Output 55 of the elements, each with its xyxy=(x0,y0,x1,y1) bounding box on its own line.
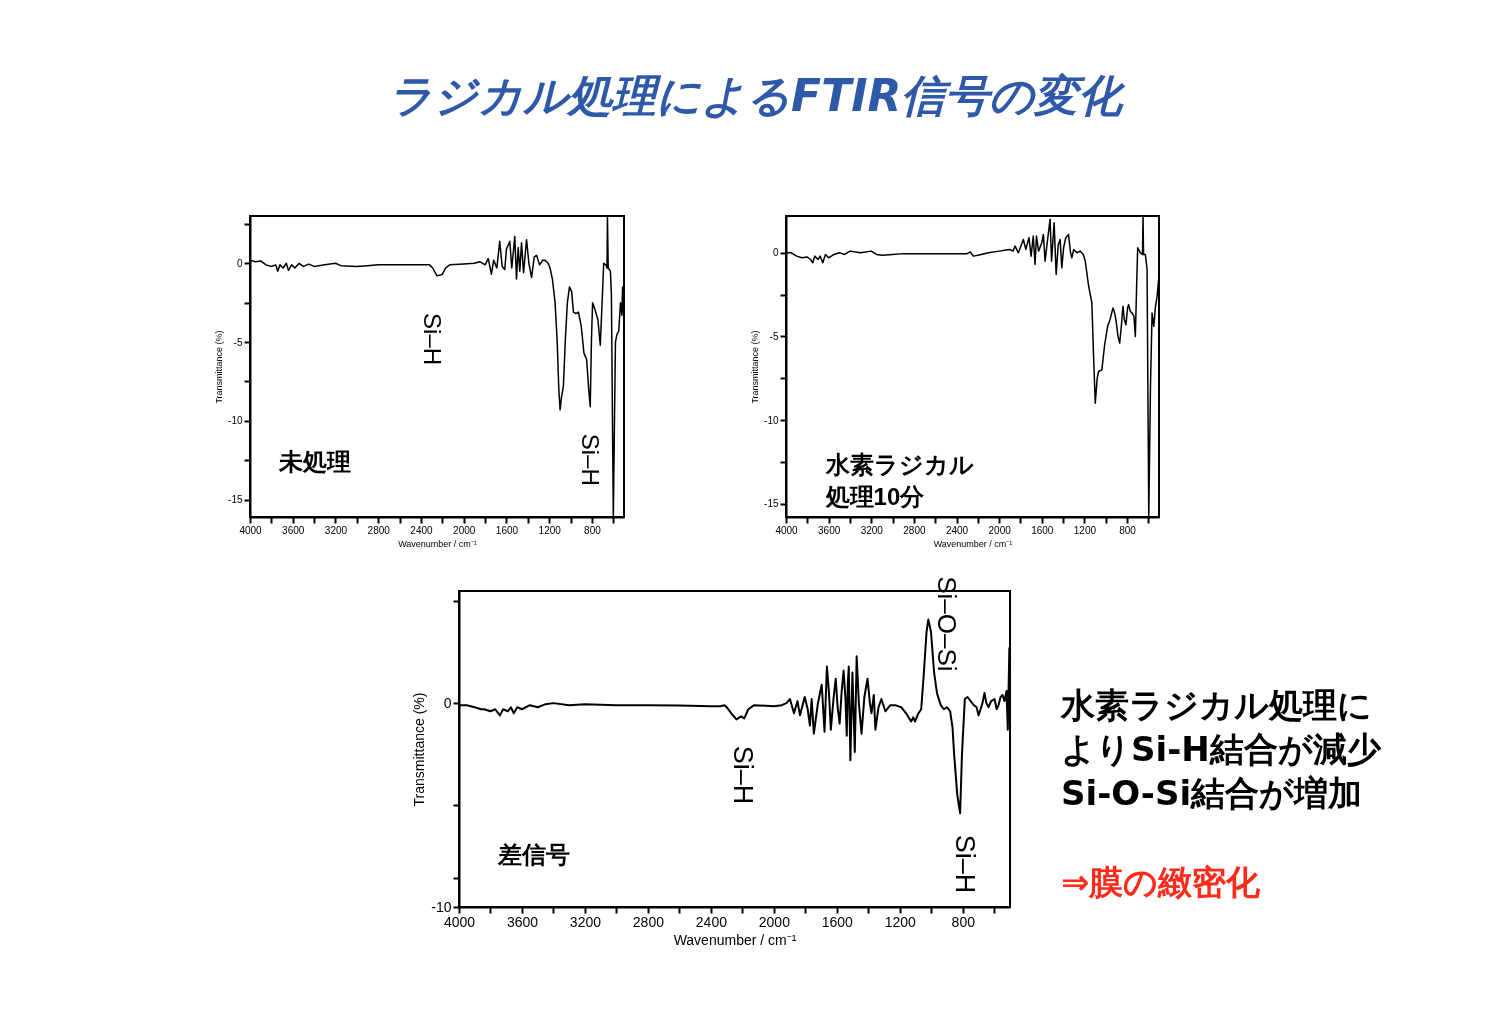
x-tick-label: 1600 xyxy=(495,524,519,536)
x-tick-label: 1600 xyxy=(1031,524,1054,536)
x-tick-label: 2000 xyxy=(758,913,791,930)
y-axis-title: Transmittance (%) xyxy=(214,330,225,404)
y-tick-label: 0 xyxy=(236,257,243,269)
annotation: 差信号 xyxy=(497,841,571,869)
text: Si-O-Si結合が増加 xyxy=(1061,773,1363,813)
x-tick-label: 2000 xyxy=(988,524,1012,536)
x-tick-label: 1200 xyxy=(884,913,917,930)
y-tick-label: 0 xyxy=(443,694,452,711)
x-tick-label: 4000 xyxy=(443,913,476,930)
text: 水素ラジカル処理によりSi-H結合が減少 xyxy=(1060,685,1382,769)
x-tick-label: 1600 xyxy=(821,913,854,930)
annotation: Si–O–Si xyxy=(932,576,963,672)
y-tick-label: -5 xyxy=(233,336,243,348)
x-tick-label: 3600 xyxy=(282,524,305,536)
x-tick-label: 2400 xyxy=(945,524,969,536)
x-axis-title: Wavenumber / cm⁻¹ xyxy=(398,538,477,549)
annotation: Si–H xyxy=(576,433,604,486)
x-tick-label: 4000 xyxy=(775,524,799,536)
y-tick-label: 0 xyxy=(772,247,779,259)
x-tick-label: 3200 xyxy=(569,913,602,930)
annotation: Si–H xyxy=(418,313,446,366)
x-tick-label: 1200 xyxy=(1073,524,1097,536)
x-axis-title: Wavenumber / cm⁻¹ xyxy=(673,931,797,948)
x-tick-label: 2400 xyxy=(410,524,434,536)
x-tick-label: 800 xyxy=(951,913,976,930)
y-tick-label: -5 xyxy=(769,330,779,342)
y-tick-label: -15 xyxy=(228,494,243,506)
x-tick-label: 800 xyxy=(1119,524,1137,536)
x-tick-label: 3600 xyxy=(818,524,841,536)
text: ⇒膜の緻密化 xyxy=(1061,862,1262,902)
annotation: 水素ラジカル処理10分 xyxy=(824,450,974,510)
x-tick-label: 3200 xyxy=(324,524,348,536)
annotation: 未処理 xyxy=(278,447,352,475)
x-tick-label: 1200 xyxy=(538,524,562,536)
x-tick-label: 3600 xyxy=(506,913,539,930)
annotation: Si–H xyxy=(950,834,981,894)
x-tick-label: 2800 xyxy=(632,913,665,930)
x-tick-label: 2800 xyxy=(367,524,391,536)
x-tick-label: 4000 xyxy=(239,524,263,536)
y-tick-label: -10 xyxy=(764,414,779,426)
x-tick-label: 2000 xyxy=(453,524,476,536)
annotation: Si–H xyxy=(728,745,759,805)
x-tick-label: 800 xyxy=(584,524,602,536)
x-axis-title: Wavenumber / cm⁻¹ xyxy=(933,538,1013,549)
x-tick-label: 2800 xyxy=(903,524,926,536)
y-axis-title: Transmittance (%) xyxy=(750,330,761,404)
y-tick-label: -15 xyxy=(764,498,779,510)
y-tick-label: -10 xyxy=(431,898,452,915)
x-tick-label: 2400 xyxy=(695,913,728,930)
y-axis-title: Transmittance (%) xyxy=(411,692,428,807)
text: ラジカル処理によるFTIR信号の変化 xyxy=(388,70,1127,121)
y-tick-label: -10 xyxy=(228,415,243,427)
x-tick-label: 3200 xyxy=(860,524,884,536)
